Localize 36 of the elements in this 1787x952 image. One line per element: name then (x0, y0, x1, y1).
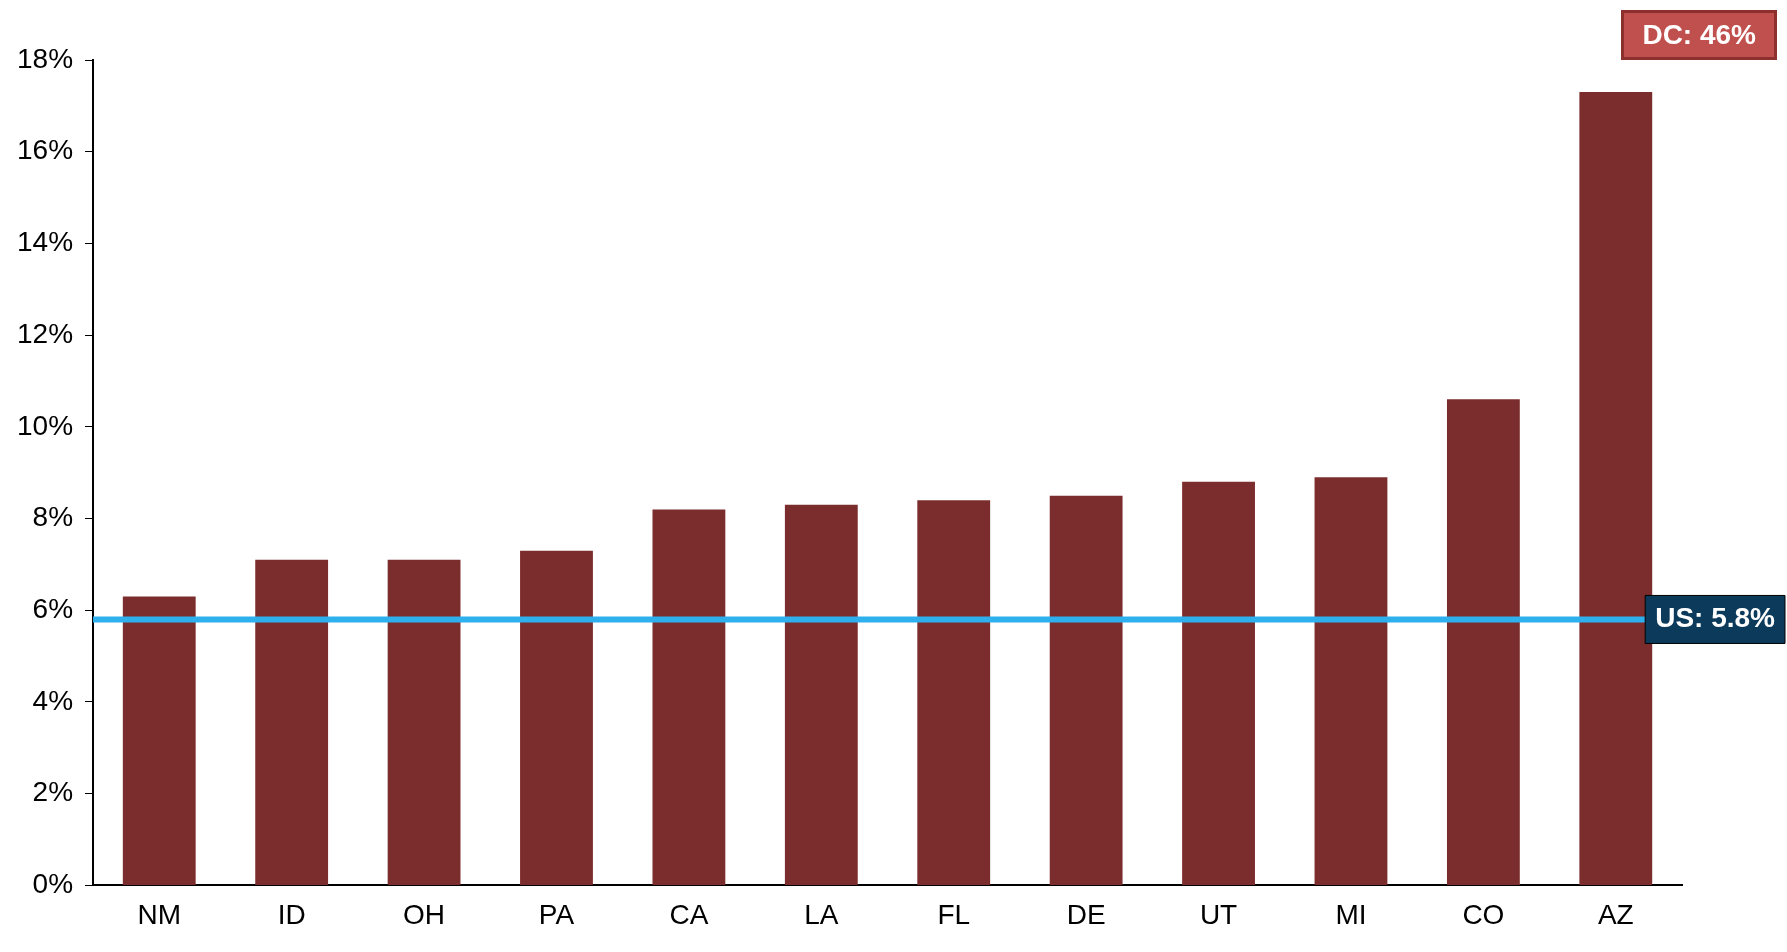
x-tick-label: AZ (1597, 898, 1634, 930)
y-tick-label: 0% (32, 868, 74, 900)
bar (520, 550, 593, 885)
y-tick-label: 8% (32, 501, 74, 533)
ref-line-label: US: 5.8% (1655, 602, 1776, 634)
bar (1579, 92, 1653, 885)
x-tick-label: DE (1066, 898, 1106, 930)
x-tick-label: ID (277, 898, 306, 930)
bar (784, 504, 858, 885)
y-tick-label: 16% (16, 134, 74, 166)
y-tick-label: 4% (32, 684, 74, 716)
y-tick-label: 18% (16, 42, 74, 74)
bar (1182, 481, 1255, 885)
bar (387, 559, 461, 885)
text: DC: 46% (1621, 10, 1777, 60)
y-tick-label: 14% (16, 226, 74, 258)
y-tick-label: 12% (16, 317, 74, 349)
x-tick-label: CO (1462, 898, 1505, 930)
y-tick-label: 10% (16, 409, 74, 441)
x-tick-label: MI (1335, 898, 1367, 930)
x-tick-label: NM (137, 898, 182, 930)
x-tick-label: LA (804, 898, 839, 930)
bar (1446, 399, 1520, 885)
bar (1049, 495, 1123, 885)
y-tick-label: 2% (32, 776, 74, 808)
x-tick-label: CA (669, 898, 709, 930)
x-tick-label: FL (937, 898, 971, 930)
x-tick-label: OH (403, 898, 446, 930)
y-tick-label: 6% (32, 592, 74, 624)
bar (652, 509, 726, 885)
x-tick-label: UT (1199, 898, 1238, 930)
bar (122, 596, 196, 885)
bar (1314, 477, 1388, 885)
x-tick-label: PA (538, 898, 575, 930)
bar (917, 500, 991, 885)
bar (255, 559, 329, 885)
